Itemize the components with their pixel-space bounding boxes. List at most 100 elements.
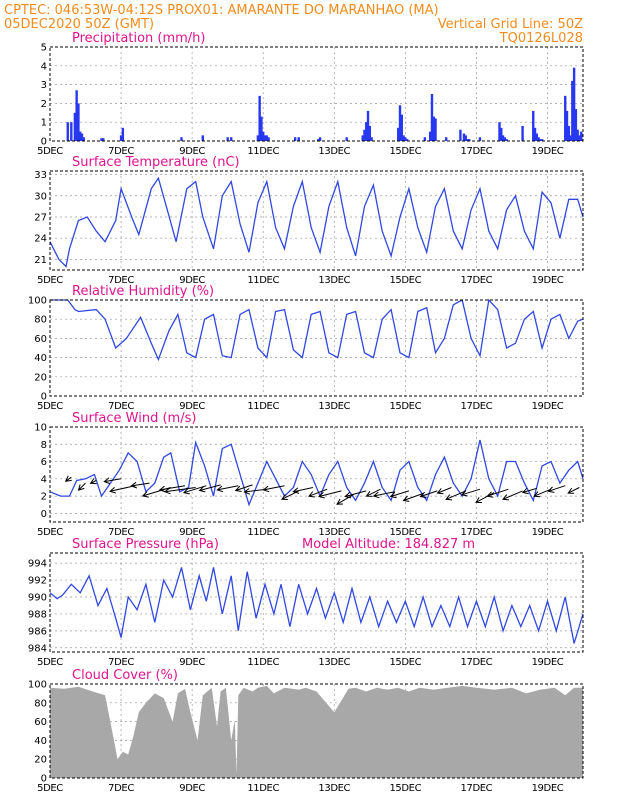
wind-vector — [547, 485, 566, 493]
precip-bar — [478, 137, 482, 141]
panel-wind: 0 2 4 6 8 10 5DEC 7DEC 9DEC 11DEC 13DEC 15DEC 17DEC 1… — [34, 411, 584, 538]
wind-vector — [234, 484, 253, 492]
panels: 0 1 2 3 4 5 5DEC 7DEC 9DEC 11DEC 13DEC 15DEC 17DEC 19… — [28, 31, 584, 794]
x-tick-label: 9DEC — [179, 527, 205, 538]
x-tick-label: 7DEC — [108, 657, 134, 668]
x-tick-label: 13DEC — [318, 657, 350, 668]
y-tick-label: 988 — [28, 609, 47, 620]
wind-vector — [365, 488, 381, 497]
wind-vector — [344, 490, 367, 499]
wind-vector — [567, 487, 580, 494]
precip-bar — [501, 135, 505, 141]
wind-vector — [445, 490, 466, 501]
precip-bar — [363, 129, 366, 141]
precip-bar — [82, 137, 85, 141]
precip-bar — [459, 129, 462, 141]
precip-bar — [533, 127, 537, 141]
wind-vector — [460, 488, 481, 497]
x-tick-label: 9DEC — [179, 783, 205, 794]
precip-bar — [368, 125, 371, 141]
precip-bar — [564, 95, 567, 141]
header-init-time: 05DEC2020 50Z (GMT) — [4, 17, 154, 32]
x-tick-label: 17DEC — [461, 657, 493, 668]
x-tick-label: 11DEC — [247, 657, 279, 668]
y-tick-label: 992 — [28, 576, 47, 587]
precip-bar — [468, 139, 471, 141]
wind-vector — [372, 491, 395, 499]
precip-bar — [293, 137, 297, 141]
precip-bar — [345, 137, 348, 141]
precip-bar — [444, 137, 448, 141]
wind-vector — [163, 487, 196, 495]
precip-bar — [230, 137, 233, 141]
wind-vector — [158, 485, 186, 493]
panel-pres: 984 986 988 990 992 994 5DEC 7DEC 9DEC 11DEC 13DEC… — [28, 537, 584, 668]
cloud-cover-area — [50, 685, 583, 778]
wind-vector — [292, 487, 314, 494]
precip-bar — [400, 114, 403, 141]
precip-bar — [80, 133, 84, 141]
precip-bar — [119, 135, 123, 141]
panel-cloud: 0 20 40 60 80 100 5DEC 7DEC 9DEC 11DEC 13DEC 15DEC 1… — [28, 668, 584, 794]
panel-frame — [49, 683, 584, 779]
y-tick-label: 4 — [41, 474, 47, 485]
y-tick-label: 984 — [28, 643, 47, 654]
y-tick-label: 0 — [41, 509, 47, 520]
y-tick-label: 80 — [34, 698, 47, 709]
x-tick-label: 13DEC — [318, 401, 350, 412]
x-tick-label: 9DEC — [179, 275, 205, 286]
wind-vector — [308, 488, 328, 498]
x-tick-label: 19DEC — [532, 401, 564, 412]
precip-bar — [576, 129, 579, 141]
precip-bar — [429, 131, 432, 141]
wind-vector — [64, 475, 72, 482]
x-tick-label: 13DEC — [318, 527, 350, 538]
precip-bar — [262, 131, 265, 141]
wind-vector — [533, 488, 552, 498]
x-tick-label: 15DEC — [389, 527, 421, 538]
panel-title-temp: Surface Temperature (nC) — [72, 155, 240, 170]
y-tick-label: 3 — [41, 80, 47, 91]
y-tick-label: 60 — [34, 717, 47, 728]
wind-vector — [262, 485, 285, 493]
precip-bar — [365, 122, 368, 141]
y-tick-label: 20 — [34, 372, 47, 383]
precip-bar — [370, 137, 373, 141]
y-tick-label: 2 — [41, 99, 47, 110]
panel-precip: 0 1 2 3 4 5 5DEC 7DEC 9DEC 11DEC 13DEC 15DEC 17DEC 19… — [37, 31, 584, 157]
wind-vector — [103, 477, 122, 485]
wind-vector — [89, 478, 97, 485]
y-tick-label: 80 — [34, 315, 47, 326]
precip-bar — [226, 137, 229, 141]
y-tick-label: 986 — [28, 626, 47, 637]
x-tick-label: 7DEC — [108, 146, 134, 157]
header-station: CPTEC: 046:53W-04:12S PROX01: AMARANTE D… — [4, 3, 439, 18]
precip-bar — [77, 103, 80, 141]
precip-bar — [462, 133, 466, 141]
precip-bar — [102, 138, 105, 141]
header-model: TQ0126L028 — [499, 31, 583, 46]
precip-bar — [571, 80, 574, 141]
precip-bar — [572, 67, 576, 141]
precip-bar — [466, 139, 469, 141]
precip-bar — [256, 135, 260, 141]
pres-series-line — [49, 567, 584, 644]
precip-bar — [537, 137, 540, 141]
y-tick-label: 5 — [41, 43, 47, 54]
precip-bar — [574, 109, 578, 141]
precip-bar — [201, 135, 204, 141]
x-tick-label: 17DEC — [461, 146, 493, 157]
temp-series-line — [49, 176, 584, 268]
wind-vector — [486, 488, 509, 498]
wind-vector — [77, 482, 86, 491]
precip-bar — [263, 135, 267, 141]
x-tick-label: 7DEC — [108, 401, 134, 412]
panel-frame — [49, 552, 584, 653]
precip-bar — [100, 138, 103, 141]
precip-bar — [70, 122, 73, 141]
y-tick-label: 20 — [34, 755, 47, 766]
y-tick-label: 100 — [28, 296, 47, 307]
precip-bar — [539, 139, 542, 141]
x-tick-label: 5DEC — [37, 657, 63, 668]
